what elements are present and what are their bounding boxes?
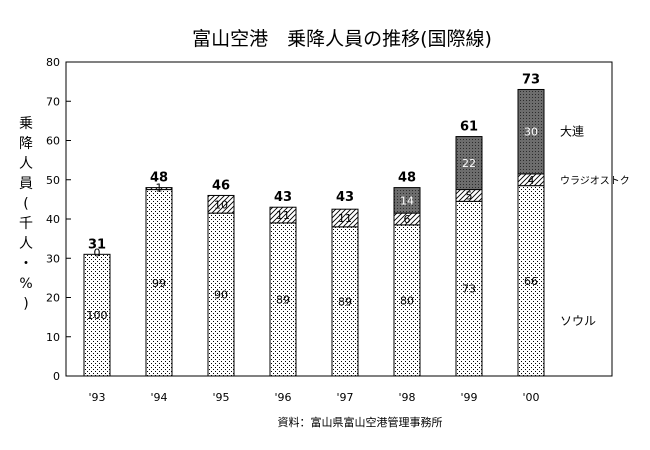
chart-title: 富山空港 乗降人員の推移(国際線) [192, 28, 492, 50]
x-tick-label: '99 [460, 391, 477, 404]
y-tick-label: 0 [53, 370, 60, 383]
y-axis-label-char: 員 [19, 176, 33, 192]
y-axis-label-char: 人 [19, 156, 33, 172]
segment-label: 5 [466, 189, 473, 202]
segment-label: 89 [338, 295, 352, 308]
y-axis-label: 乗降人員(千人・%) [19, 116, 33, 312]
bar-total-label: 46 [212, 178, 230, 193]
x-tick-label: '98 [398, 391, 415, 404]
segment-label: 30 [524, 126, 538, 139]
x-tick-label: '96 [274, 391, 291, 404]
y-tick-label: 80 [46, 56, 60, 69]
bar-segment-dalian [455, 136, 483, 191]
bar-segment-vladivostok [207, 194, 235, 214]
x-tick-label: '95 [212, 391, 229, 404]
y-tick-label: 60 [46, 135, 60, 148]
y-tick-label: 30 [46, 252, 60, 265]
y-tick-label: 10 [46, 331, 60, 344]
source-note: 資料：富山県富山空港管理事務所 [278, 415, 443, 429]
segment-label: 90 [214, 289, 228, 302]
segment-label: 4 [528, 174, 535, 187]
bar-total-label: 61 [460, 120, 478, 135]
x-axis: '93 '94 '95 '96 '97 '98 '99 '00 [88, 391, 539, 404]
segment-label: 100 [87, 309, 108, 322]
y-tick-label: 70 [46, 95, 60, 108]
bar-segment-seoul [393, 224, 421, 377]
bar-segment-vladivostok [331, 208, 359, 228]
segment-label: 66 [524, 275, 538, 288]
segment-label: 22 [462, 157, 476, 170]
segment-label: 89 [276, 293, 290, 306]
y-axis-label-char: 降 [19, 136, 33, 152]
legend-label: ウラジオストク [560, 175, 630, 187]
legend-label: ソウル [560, 314, 596, 328]
y-tick-label: 40 [46, 213, 60, 226]
bar-total-label: 73 [522, 72, 540, 87]
x-tick-label: '97 [336, 391, 353, 404]
bar-total-label: 48 [398, 171, 416, 186]
bar-segment-seoul [331, 226, 359, 377]
bar-total-label: 43 [274, 190, 292, 205]
y-axis-label-char: 乗 [19, 116, 33, 132]
y-tick-label: 20 [46, 292, 60, 305]
bar-segment-vladivostok [145, 187, 173, 191]
bars [83, 88, 545, 377]
y-axis-label-char: ・ [19, 256, 33, 272]
bar-total-label: 48 [150, 171, 168, 186]
bar-segment-dalian [393, 187, 421, 214]
segment-label: 80 [400, 294, 414, 307]
bar-segment-seoul [269, 222, 297, 377]
x-tick-label: '93 [88, 391, 105, 404]
y-axis-label-char: ) [23, 296, 28, 312]
y-axis-label-char: % [19, 276, 32, 292]
bar-segment-dalian [517, 88, 545, 175]
segment-label: 6 [404, 213, 411, 226]
bar-segment-vladivostok [269, 206, 297, 224]
segment-label: 14 [400, 194, 414, 207]
y-axis-label-char: ( [23, 196, 28, 212]
y-axis-label-char: 人 [19, 236, 33, 252]
segment-label: 73 [462, 283, 476, 296]
y-axis-label-char: 千 [19, 216, 33, 232]
segment-label: 99 [152, 277, 166, 290]
bar-segment-seoul [83, 253, 111, 377]
segment-label: 10 [214, 198, 228, 211]
segment-label: 1 [156, 182, 163, 195]
segment-label: 11 [276, 209, 290, 222]
bar-segment-seoul [455, 200, 483, 377]
x-tick-label: '00 [522, 391, 539, 404]
segment-label: 0 [94, 246, 101, 259]
bar-segment-seoul [517, 185, 545, 377]
bar-total-label: 43 [336, 190, 354, 205]
legend-label: 大連 [560, 125, 584, 139]
y-axis: 0 10 20 30 40 50 60 70 80 [46, 56, 71, 383]
segment-label: 11 [338, 212, 352, 225]
y-tick-label: 50 [46, 174, 60, 187]
bar-total-label: 31 [88, 237, 106, 252]
x-tick-label: '94 [150, 391, 167, 404]
bar-segment-seoul [145, 189, 173, 377]
bar-labels: 1000319914890104689114389114380614487352… [87, 72, 541, 322]
